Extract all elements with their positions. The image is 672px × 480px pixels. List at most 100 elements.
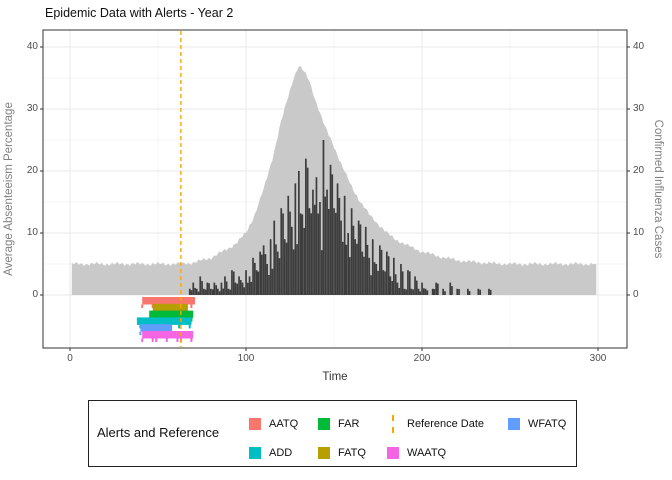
influenza-bar	[410, 288, 413, 295]
influenza-bar	[247, 282, 249, 295]
influenza-bar	[324, 196, 327, 295]
alert-tile-tooth	[188, 324, 191, 329]
influenza-bar	[306, 167, 309, 295]
alert-band	[149, 310, 194, 319]
influenza-bar	[208, 283, 210, 295]
influenza-bar	[396, 282, 399, 295]
influenza-bar	[292, 249, 295, 295]
alert-band	[136, 317, 192, 325]
influenza-bar	[203, 288, 205, 295]
x-axis-title: Time	[322, 371, 348, 383]
influenza-bar	[403, 288, 406, 295]
influenza-bar	[354, 239, 356, 295]
influenza-bar	[408, 271, 411, 295]
influenza-bar	[326, 189, 328, 295]
influenza-bar	[449, 282, 452, 295]
alert-band	[142, 331, 194, 339]
influenza-bar	[384, 271, 386, 295]
influenza-bar	[287, 195, 290, 295]
influenza-bar	[232, 271, 235, 295]
influenza-bar	[280, 208, 283, 295]
influenza-bar	[387, 256, 390, 295]
legend-item-label: FAR	[338, 418, 360, 430]
influenza-bar	[345, 244, 348, 295]
influenza-bar	[315, 177, 318, 295]
influenza-bar	[415, 280, 418, 295]
influenza-bar	[336, 183, 339, 295]
influenza-bar	[442, 288, 444, 295]
influenza-bar	[423, 288, 425, 295]
y-right-tick-label: 40	[633, 41, 645, 52]
influenza-bar	[322, 140, 325, 295]
influenza-bar	[421, 282, 423, 295]
far-swatch-icon	[318, 418, 330, 430]
influenza-bar	[305, 158, 307, 295]
fatq-swatch-icon	[318, 447, 330, 459]
influenza-bar	[426, 290, 429, 295]
influenza-bar	[273, 220, 276, 295]
legend-item-label: WFATQ	[528, 418, 567, 430]
influenza-bar	[298, 171, 300, 295]
influenza-bar	[433, 289, 436, 295]
influenza-bar	[257, 271, 260, 295]
influenza-bar	[204, 289, 207, 295]
influenza-bar	[366, 244, 369, 295]
influenza-bar	[282, 213, 284, 295]
influenza-bar	[269, 239, 272, 295]
alert-band	[152, 303, 188, 312]
reference-date-dashed-line-icon	[392, 415, 394, 433]
influenza-bar	[213, 282, 216, 295]
influenza-bar	[393, 257, 395, 295]
influenza-bar	[312, 189, 314, 295]
x-tick-label: 200	[413, 353, 431, 364]
influenza-bar	[398, 288, 400, 295]
influenza-bar	[210, 288, 212, 295]
influenza-bar	[264, 254, 267, 295]
influenza-bar	[234, 282, 237, 295]
influenza-bar	[382, 270, 385, 295]
legend-title: Alerts and Reference	[97, 425, 220, 440]
alert-tile-tooth	[155, 338, 158, 342]
influenza-bars-series	[188, 140, 492, 295]
y-right-tick-label: 20	[633, 165, 645, 176]
influenza-bar	[350, 208, 353, 295]
influenza-bar	[371, 239, 374, 295]
influenza-bar	[192, 282, 195, 295]
influenza-bar	[283, 239, 286, 295]
legend-item-label: ADD	[269, 447, 293, 459]
influenza-bar	[239, 280, 242, 295]
influenza-bar	[313, 204, 316, 295]
influenza-bar	[250, 281, 253, 295]
influenza-bar	[412, 289, 415, 295]
influenza-bar	[370, 275, 372, 295]
influenza-bar	[359, 224, 362, 295]
influenza-bar	[401, 271, 404, 295]
influenza-bar	[245, 270, 247, 295]
absenteeism-area-series	[71, 66, 597, 295]
alert-band	[140, 324, 173, 332]
alert-tile-tooth	[151, 338, 154, 342]
influenza-bar	[363, 256, 365, 295]
alert-tile-tooth	[190, 338, 193, 342]
legend-item-label: Reference Date	[407, 418, 485, 430]
y-left-tick-label: 20	[26, 165, 38, 176]
wfatq-swatch-icon	[508, 418, 520, 430]
influenza-bar	[414, 276, 416, 295]
influenza-bar	[333, 208, 335, 295]
influenza-bar	[400, 264, 402, 295]
influenza-bar	[261, 254, 263, 295]
influenza-bar	[275, 244, 277, 295]
influenza-bar	[343, 195, 346, 295]
influenza-bar	[444, 291, 446, 295]
influenza-bar	[417, 288, 420, 295]
influenza-bar	[291, 226, 293, 295]
influenza-bar	[301, 214, 304, 295]
influenza-bar	[479, 289, 481, 295]
alert-tile-tooth	[139, 331, 142, 336]
influenza-bar	[224, 276, 226, 295]
influenza-bar	[364, 226, 367, 295]
influenza-bar	[357, 220, 360, 295]
influenza-bar	[467, 288, 469, 295]
influenza-bar	[199, 276, 202, 295]
